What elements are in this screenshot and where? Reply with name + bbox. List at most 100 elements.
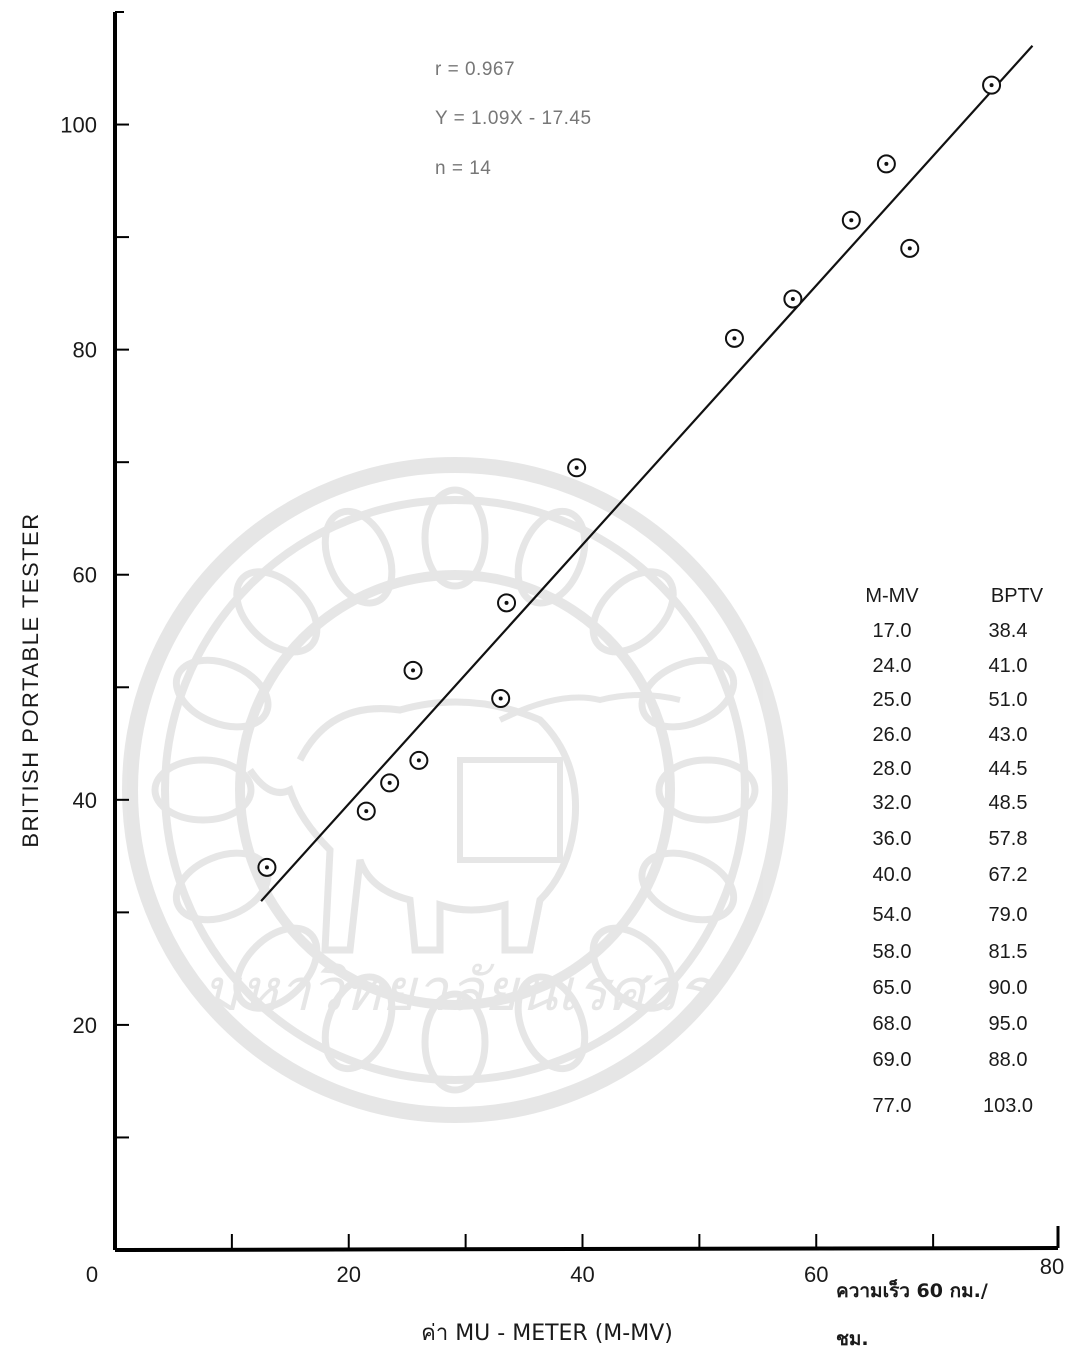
y-tick-label: 60 [73,563,97,588]
table-cell-bptv: 103.0 [983,1095,1033,1117]
y-tick-label: 40 [73,788,97,813]
stat-r: r = 0.967 [435,59,515,80]
y-tick-labels: 20 40 60 80 100 [60,113,97,1038]
data-point [982,75,1002,95]
data-point-center [264,865,269,870]
data-point [497,593,517,613]
data-point [356,801,376,821]
table-cell-mmv: 65.0 [873,977,912,999]
table-header-bptv: BPTV [991,585,1044,607]
table-cell-bptv: 79.0 [989,904,1028,926]
data-point-center [849,218,854,223]
table-cell-mmv: 17.0 [873,620,912,642]
table-cell-bptv: 67.2 [989,864,1028,886]
x-ticks [230,1234,935,1250]
watermark-petal [321,507,396,607]
y-axis-label: BRITISH PORTABLE TESTER [18,512,43,847]
data-point [724,328,744,348]
x-tick-label: 60 [804,1262,828,1287]
data-point [491,689,511,709]
regression-line [260,45,1034,902]
axes [113,11,1060,1252]
stat-n: n = 14 [435,158,491,179]
data-point-center [884,161,889,166]
speed-note-line-2: ชม. [836,1328,869,1350]
table-cell-bptv: 81.5 [989,941,1028,963]
table-cell-bptv: 38.4 [989,620,1028,642]
watermark-petal [233,924,321,1012]
y-tick-label: 80 [73,338,97,363]
data-point [257,857,277,877]
table-cell-bptv: 57.8 [989,828,1028,850]
table-cell-mmv: 25.0 [873,689,912,711]
x-tick-label: 20 [337,1262,361,1287]
stat-equation: Y = 1.09X - 17.45 [435,108,592,129]
table-cell-mmv: 28.0 [873,758,912,780]
x-tick-labels: 0 20 40 60 80 [86,1254,1064,1287]
data-point-center [907,246,912,251]
y-tick-label: 20 [73,1013,97,1038]
data-point [783,289,803,309]
data-point-center [411,668,416,673]
table-header-mmv: M-MV [865,585,919,607]
table-cell-bptv: 95.0 [989,1013,1028,1035]
table-cell-bptv: 44.5 [989,758,1028,780]
data-point-center [790,296,795,301]
table-cell-mmv: 24.0 [873,655,912,677]
data-point-center [574,465,579,470]
x-tick-label: 80 [1040,1254,1064,1279]
watermark-petal [421,990,489,1094]
table-cell-bptv: 43.0 [989,724,1028,746]
table-cell-bptv: 88.0 [989,1049,1028,1071]
watermark-seal: มหาวิทยาลัยนเรศวร [122,457,788,1123]
data-point-center [989,83,994,88]
watermark-petal [589,568,677,656]
data-point-center [364,809,369,814]
watermark-petal [151,756,255,824]
table-cell-mmv: 58.0 [873,941,912,963]
x-tick-label: 0 [86,1262,98,1287]
table-cell-mmv: 68.0 [873,1013,912,1035]
table-cell-mmv: 69.0 [873,1049,912,1071]
watermark-petal [172,656,272,731]
watermark-petal [514,507,589,607]
x-axis-label: ค่า MU - METER (M-MV) [421,1321,673,1346]
data-points [257,75,1002,877]
table-cell-mmv: 77.0 [873,1095,912,1117]
table-cell-bptv: 48.5 [989,792,1028,814]
data-point-center [416,758,421,763]
data-point [900,238,920,258]
data-point-center [732,336,737,341]
table-cell-mmv: 26.0 [873,724,912,746]
table-cell-bptv: 51.0 [989,689,1028,711]
y-ticks [115,123,129,1139]
table-cell-mmv: 54.0 [873,904,912,926]
speed-note-line-1: ความเร็ว 60 กม./ [836,1278,988,1302]
watermark-petal [421,486,489,590]
table-cell-bptv: 90.0 [989,977,1028,999]
y-tick-label: 100 [60,113,97,138]
data-point-center [504,600,509,605]
data-point [841,210,861,230]
watermark-petal [233,568,321,656]
table-cell-bptv: 41.0 [989,655,1028,677]
table-cell-mmv: 36.0 [873,828,912,850]
x-tick-label: 40 [570,1262,594,1287]
x-axis [114,1246,1059,1252]
watermark-petal [638,656,738,731]
watermark-text: มหาวิทยาลัยนเรศวร [201,956,715,1024]
watermark-petal [321,973,396,1073]
data-point-center [387,780,392,785]
data-point [380,773,400,793]
table-cell-mmv: 40.0 [873,864,912,886]
data-point [567,458,587,478]
watermark-petal [514,973,589,1073]
table-cell-mmv: 32.0 [873,792,912,814]
watermark-petal [589,924,677,1012]
data-point-center [498,696,503,701]
data-table: M-MV BPTV 17.0 38.4 24.0 41.0 25.0 51.0 26.0 43… [865,585,1043,1117]
watermark-petal [638,849,738,924]
watermark-petal [655,756,759,824]
data-point [876,154,896,174]
